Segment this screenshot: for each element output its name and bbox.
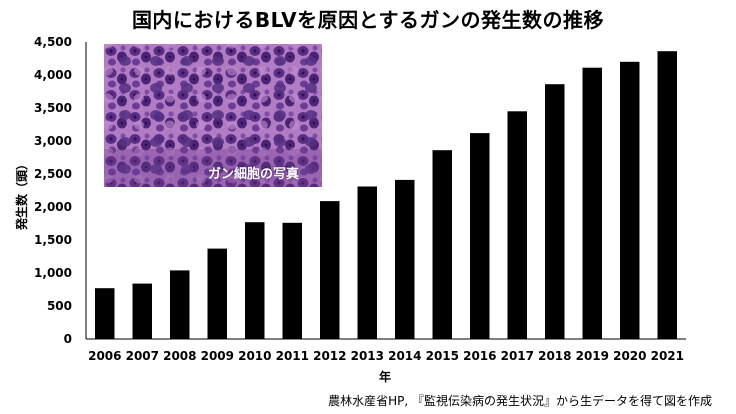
y-tick-label: 1,500 <box>34 233 72 247</box>
bar-2015 <box>432 150 452 339</box>
x-axis-title: 年 <box>379 369 391 384</box>
y-axis-title: 発生数（頭） <box>14 158 29 231</box>
y-tick-label: 2,500 <box>34 167 72 181</box>
y-tick-label: 4,500 <box>34 35 72 49</box>
y-tick-label: 3,500 <box>34 101 72 115</box>
x-tick-label: 2019 <box>576 349 609 363</box>
bar-2009 <box>207 248 227 339</box>
y-tick-label: 0 <box>64 332 72 346</box>
x-tick-label: 2013 <box>351 349 384 363</box>
y-tick-label: 1,000 <box>34 266 72 280</box>
bar-2019 <box>582 67 602 339</box>
bar-2014 <box>395 179 415 339</box>
x-tick-label: 2008 <box>163 349 196 363</box>
x-tick-label: 2012 <box>313 349 346 363</box>
bar-2016 <box>470 133 490 339</box>
x-tick-label: 2006 <box>88 349 121 363</box>
bar-2010 <box>245 222 265 339</box>
bar-2008 <box>170 270 190 339</box>
bar-2006 <box>95 288 115 339</box>
source-note: 農林水産省HP, 『監視伝染病の発生状況』から生データを得て図を作成 <box>328 394 712 408</box>
x-tick-label: 2016 <box>463 349 496 363</box>
bar-2017 <box>507 111 527 339</box>
bar-2021 <box>657 51 677 339</box>
x-tick-label: 2011 <box>276 349 309 363</box>
x-tick-label: 2020 <box>613 349 646 363</box>
bar-2012 <box>320 201 340 339</box>
photo-caption: ガン細胞の写真 <box>208 167 300 182</box>
bar-2007 <box>132 283 152 339</box>
x-tick-label: 2021 <box>651 349 684 363</box>
y-tick-label: 3,000 <box>34 134 72 148</box>
cancer-cell-photo <box>104 44 322 187</box>
x-tick-label: 2017 <box>501 349 534 363</box>
bar-2013 <box>357 186 377 339</box>
x-tick-label: 2018 <box>538 349 571 363</box>
x-tick-label: 2010 <box>238 349 271 363</box>
y-tick-label: 2,000 <box>34 200 72 214</box>
chart-title: 国内におけるBLVを原因とするガンの発生数の推移 <box>131 8 605 32</box>
x-tick-label: 2009 <box>201 349 234 363</box>
x-tick-label: 2015 <box>426 349 459 363</box>
y-tick-label: 500 <box>47 299 72 313</box>
bar-2018 <box>545 84 565 339</box>
x-tick-label: 2007 <box>126 349 159 363</box>
x-tick-label: 2014 <box>388 349 421 363</box>
bar-2011 <box>282 222 302 339</box>
y-tick-label: 4,000 <box>34 68 72 82</box>
bar-2020 <box>620 61 640 340</box>
